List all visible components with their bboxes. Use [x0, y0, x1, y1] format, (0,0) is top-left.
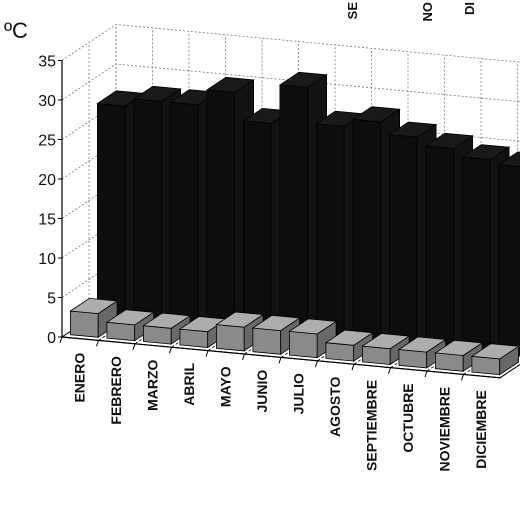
- x-tick-mark: [242, 353, 245, 361]
- x-tick-label: ENERO: [71, 353, 87, 403]
- floor-line: [499, 363, 520, 379]
- y-axis-label: ºC: [4, 18, 28, 43]
- bar-top: [461, 144, 511, 161]
- legend: SE NO DI: [345, 2, 477, 22]
- bar-top: [142, 312, 192, 329]
- bar-top: [288, 318, 338, 335]
- bar-front: [425, 145, 455, 351]
- x-tick-mark: [169, 347, 172, 354]
- x-tick-mark: [59, 336, 63, 344]
- x-tick-label: DICIEMBRE: [473, 390, 489, 469]
- bars: [69, 71, 520, 376]
- x-tick-label: FEBRERO: [108, 356, 124, 425]
- x-tick-label: MARZO: [144, 359, 160, 410]
- bar-top: [324, 329, 374, 346]
- bar-front: [206, 89, 236, 330]
- bar-front: [434, 352, 464, 372]
- x-tick-label: JUNIO: [254, 370, 270, 413]
- x-tick-label: AGOSTO: [327, 376, 343, 437]
- x-tick-mark: [278, 357, 282, 364]
- x-tick-label: MAYO: [217, 366, 233, 407]
- bar-top: [434, 339, 484, 356]
- x-axis-ticks: ENERO FEBRERO MARZO ABRIL MAYO JUNIO JULIO AGOS…: [59, 336, 501, 472]
- legend-label-fragment: DI: [462, 2, 477, 15]
- bar-top: [105, 309, 155, 326]
- x-tick-mark: [461, 374, 464, 381]
- bar: [497, 151, 520, 357]
- bar: [470, 343, 520, 376]
- bar: [105, 309, 155, 342]
- bar-front: [106, 321, 136, 342]
- bar-top: [470, 343, 520, 360]
- bar-top: [388, 121, 438, 138]
- x-tick-mark: [205, 350, 209, 357]
- y-axis-ticks: 0 5 10 15 20 25 30 35: [38, 54, 63, 347]
- bar-top: [278, 71, 328, 88]
- bar-front: [97, 102, 126, 320]
- x-tick-mark: [351, 364, 355, 371]
- x-tick-label: OCTUBRE: [400, 383, 416, 452]
- legend-label-fragment: SE: [345, 2, 360, 20]
- bar-top: [69, 297, 119, 315]
- bar-top: [132, 85, 182, 102]
- bar: [69, 297, 119, 339]
- bar-top: [361, 333, 411, 350]
- bar-front: [352, 118, 382, 344]
- y-tick-label: 35: [38, 54, 56, 71]
- x-tick-mark: [96, 340, 99, 347]
- y-tick-label: 25: [38, 133, 56, 150]
- bar-front: [252, 327, 282, 355]
- bar-front: [169, 101, 199, 327]
- bar-top: [397, 336, 447, 353]
- bar-front: [471, 355, 501, 376]
- bar-front: [361, 345, 391, 365]
- x-tick-label: ABRIL: [181, 363, 197, 406]
- bar-front: [142, 325, 172, 345]
- gridline: [61, 24, 520, 63]
- y-tick-label: 5: [47, 291, 56, 308]
- x-axis-line: [61, 336, 501, 379]
- x-tick-label: JULIO: [290, 373, 306, 414]
- x-tick-label: SEPTIEMBRE: [363, 380, 379, 471]
- bar-front: [215, 324, 245, 352]
- bar-front: [398, 349, 428, 369]
- bar-top: [205, 76, 255, 93]
- bar-front: [133, 98, 163, 324]
- y-tick-label: 30: [38, 93, 56, 110]
- bar-top: [251, 314, 301, 332]
- y-tick-label: 20: [38, 172, 56, 189]
- y-tick-label: 10: [38, 251, 56, 268]
- y-tick-label: 15: [38, 212, 56, 229]
- bar-front: [498, 164, 520, 357]
- bar: [288, 318, 338, 359]
- bar-front: [288, 330, 318, 359]
- bar-top: [351, 106, 401, 123]
- bar-top: [424, 132, 474, 149]
- legend-label-fragment: NO: [420, 2, 435, 22]
- bar-front: [315, 123, 345, 341]
- bar-front: [279, 84, 309, 337]
- x-tick-mark: [132, 343, 136, 350]
- bar-front: [70, 310, 99, 338]
- bar-front: [325, 342, 355, 362]
- x-tick-mark: [315, 360, 318, 367]
- y-tick-label: 0: [47, 330, 56, 347]
- bar-top: [497, 151, 520, 167]
- bar-front: [388, 134, 418, 347]
- x-tick-label: NOVIEMBRE: [436, 387, 452, 472]
- x-tick-mark: [424, 370, 428, 378]
- x-tick-mark: [388, 367, 391, 374]
- bar-front: [461, 156, 491, 354]
- bar-top: [215, 311, 265, 328]
- bar-front: [179, 328, 209, 348]
- bar-front: [242, 120, 272, 334]
